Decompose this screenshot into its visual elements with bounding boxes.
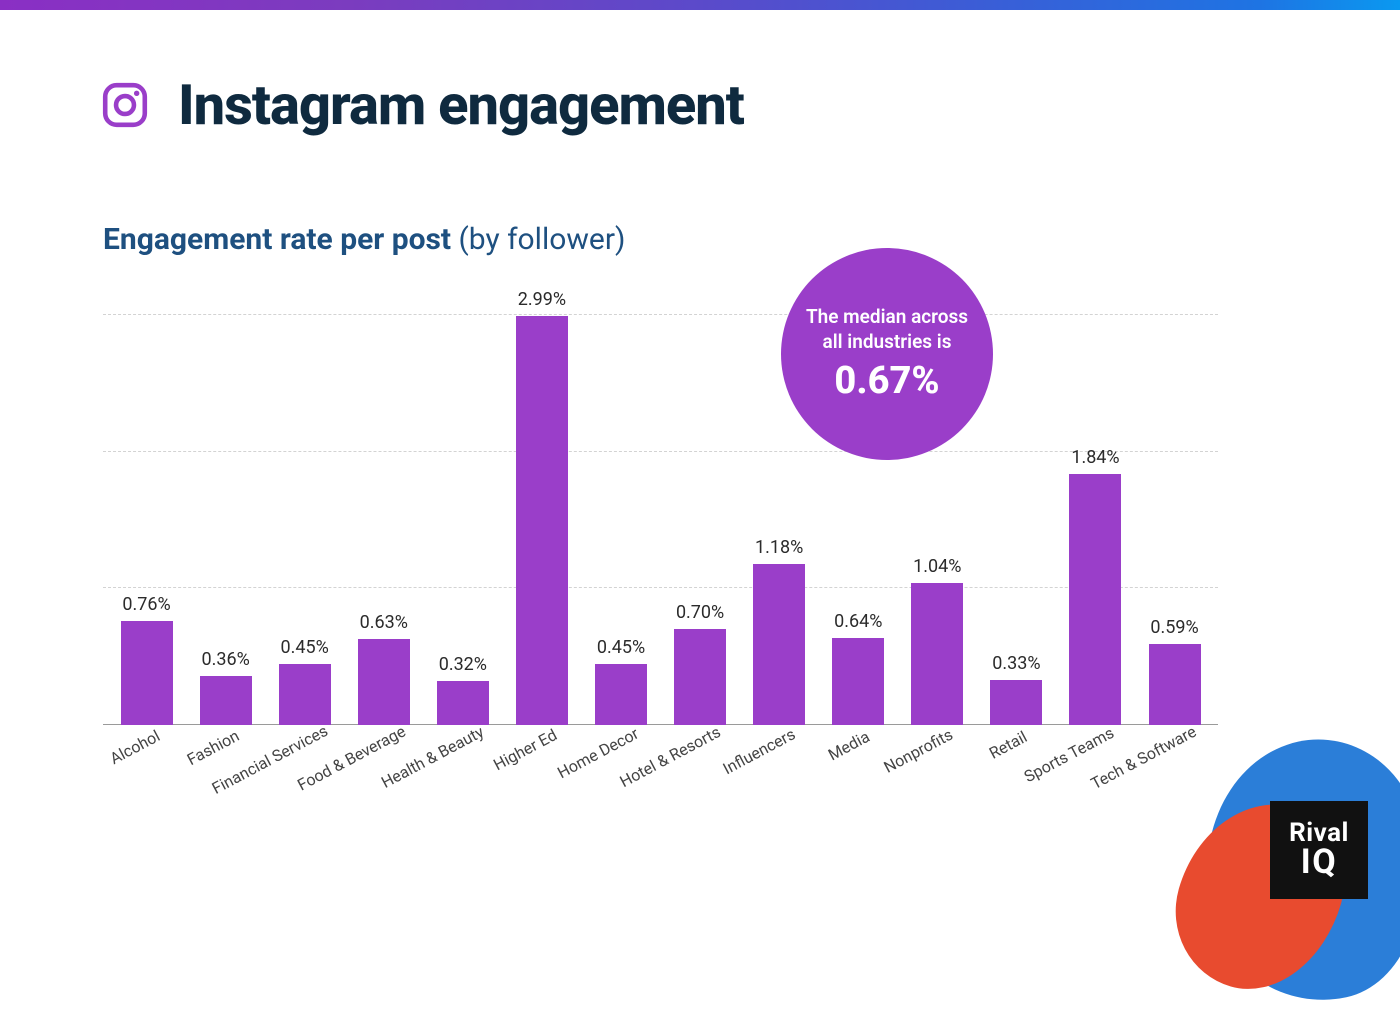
bar — [516, 316, 568, 725]
median-text: The median across all industries is — [801, 305, 973, 354]
x-label-slot: Influencers — [740, 730, 819, 800]
median-value: 0.67% — [834, 359, 939, 403]
bar-slot: 0.76% — [107, 315, 186, 725]
bar-value-label: 0.32% — [439, 654, 487, 675]
bar-slot: 2.99% — [502, 315, 581, 725]
bar — [753, 564, 805, 725]
x-axis-label: Alcohol — [106, 726, 162, 768]
bar-value-label: 0.45% — [597, 637, 645, 658]
bar — [1149, 644, 1201, 725]
bar-value-label: 0.64% — [834, 611, 882, 632]
bar-value-label: 0.59% — [1150, 617, 1198, 638]
bar-value-label: 2.99% — [518, 289, 566, 310]
median-callout: The median across all industries is 0.67… — [781, 248, 993, 460]
bar — [832, 638, 884, 725]
x-label-slot: Health & Beauty — [423, 730, 502, 800]
x-label-slot: Tech & Software — [1135, 730, 1214, 800]
subtitle-bold: Engagement rate per post — [103, 222, 451, 257]
instagram-icon — [100, 80, 150, 130]
bar — [358, 639, 410, 725]
x-axis-label: Retail — [986, 727, 1030, 763]
bar-value-label: 1.18% — [755, 537, 803, 558]
bar-value-label: 0.45% — [281, 637, 329, 658]
bar — [595, 664, 647, 726]
bar — [990, 680, 1042, 725]
bar — [121, 621, 173, 725]
bar-value-label: 1.04% — [913, 556, 961, 577]
bar-slot: 1.84% — [1056, 315, 1135, 725]
bar — [674, 629, 726, 725]
bar-value-label: 0.36% — [201, 649, 249, 670]
x-label-slot: Nonprofits — [898, 730, 977, 800]
bars-container: 0.76% 0.36% 0.45% 0.63% 0.32% 2.99% 0.45% 0.70%… — [103, 315, 1218, 725]
logo-line2: IQ — [1301, 842, 1337, 882]
subtitle-rest: (by follower) — [451, 222, 625, 257]
bar — [437, 681, 489, 725]
bar-slot: 0.36% — [186, 315, 265, 725]
bar-value-label: 0.33% — [992, 653, 1040, 674]
chart-subtitle: Engagement rate per post (by follower) — [103, 222, 625, 257]
rivaliq-logo: Rival IQ — [1270, 801, 1368, 899]
x-label-slot: Alcohol — [107, 730, 186, 800]
x-axis-label: Media — [825, 727, 873, 764]
bar-value-label: 0.63% — [360, 612, 408, 633]
bar — [279, 664, 331, 726]
bar-slot: 0.59% — [1135, 315, 1214, 725]
bar — [1069, 474, 1121, 725]
x-axis-labels: AlcoholFashionFinancial ServicesFood & B… — [103, 730, 1218, 800]
bar-chart: 0.76% 0.36% 0.45% 0.63% 0.32% 2.99% 0.45% 0.70%… — [103, 315, 1218, 725]
bar-slot: 0.32% — [423, 315, 502, 725]
bar-value-label: 1.84% — [1071, 447, 1119, 468]
bar — [200, 676, 252, 725]
page-header: Instagram engagement — [100, 72, 744, 138]
bar-slot: 0.45% — [265, 315, 344, 725]
bar-slot: 0.63% — [344, 315, 423, 725]
bar-value-label: 0.76% — [122, 594, 170, 615]
top-gradient-bar — [0, 0, 1400, 10]
bar-slot: 0.70% — [661, 315, 740, 725]
page-title: Instagram engagement — [178, 72, 744, 138]
bar-value-label: 0.70% — [676, 602, 724, 623]
x-axis-label: Fashion — [183, 726, 242, 769]
bar — [911, 583, 963, 725]
bar-slot: 0.45% — [581, 315, 660, 725]
